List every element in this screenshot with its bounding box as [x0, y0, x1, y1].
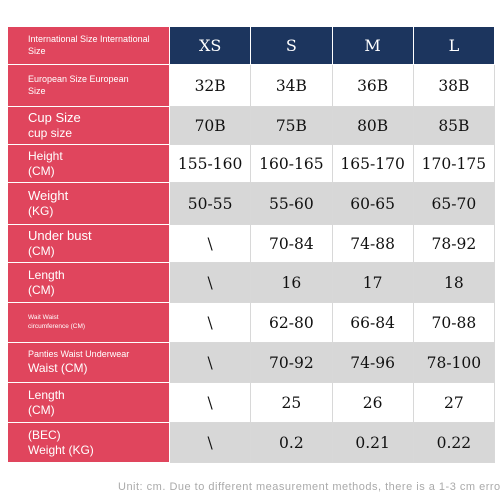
row-label-line1: Cup Size: [28, 109, 81, 125]
footer-note: Unit: cm. Due to different measurement m…: [0, 478, 500, 500]
row-label-cell: Wait Waist circumference (CM): [7, 302, 170, 343]
row-label-cell: Length (CM): [7, 382, 170, 423]
value-cell: 85B: [412, 106, 496, 145]
value-cell: 78-92: [412, 224, 496, 263]
value-cell: \: [168, 342, 252, 383]
row-label-cell: (BEC) Weight (KG): [7, 422, 170, 463]
row-cup-size: Cup Size cup size 70B 75B 80B 85B: [7, 106, 496, 145]
value-cell: 34B: [250, 64, 333, 107]
value-cell: 80B: [331, 106, 414, 145]
value-cell: 70-84: [250, 224, 333, 263]
header-label-line1: International Size International: [28, 34, 150, 45]
value-cell: 75B: [250, 106, 333, 145]
row-label-line2: (CM): [28, 282, 55, 297]
row-label-line2: Size: [28, 85, 46, 96]
row-label-line2: Weight (KG): [28, 442, 94, 457]
value-cell: 0.21: [331, 422, 414, 463]
row-label-line1: Panties Waist Underwear: [28, 349, 130, 360]
row-label-line1: European Size European: [28, 74, 129, 85]
row-label-line1: Height: [28, 148, 63, 163]
value-cell: \: [168, 302, 252, 343]
value-cell: \: [168, 422, 252, 463]
value-cell: 25: [250, 382, 333, 423]
size-header-m: M: [331, 26, 414, 65]
row-under-bust: Under bust (CM) \ 70-84 74-88 78-92: [7, 224, 496, 263]
value-cell: 65-70: [412, 182, 496, 225]
row-weight: Weight (KG) 50-55 55-60 60-65 65-70: [7, 182, 496, 225]
value-cell: 0.22: [412, 422, 496, 463]
value-cell: 60-65: [331, 182, 414, 225]
row-label-line2: (CM): [28, 163, 55, 178]
row-label-line2: cup size: [28, 126, 73, 141]
row-label-cell: Weight (KG): [7, 182, 170, 225]
value-cell: \: [168, 382, 252, 423]
row-label-cell: European Size European Size: [7, 64, 170, 107]
value-cell: 16: [250, 262, 333, 303]
row-height: Height (CM) 155-160 160-165 165-170 170-…: [7, 144, 496, 183]
row-label-cell: Under bust (CM): [7, 224, 170, 263]
row-european-size: European Size European Size 32B 34B 36B …: [7, 64, 496, 107]
value-cell: 32B: [168, 64, 252, 107]
row-label-line1: Wait Waist: [28, 314, 59, 322]
top-margin: [0, 0, 500, 26]
value-cell: 50-55: [168, 182, 252, 225]
value-cell: 27: [412, 382, 496, 423]
value-cell: 170-175: [412, 144, 496, 183]
row-length-top: Length (CM) \ 16 17 18: [7, 262, 496, 303]
size-header-l: L: [412, 26, 496, 65]
value-cell: 66-84: [331, 302, 414, 343]
size-header-s: S: [250, 26, 333, 65]
row-label-line1: Length: [28, 387, 65, 402]
value-cell: 70-88: [412, 302, 496, 343]
value-cell: 74-88: [331, 224, 414, 263]
value-cell: 74-96: [331, 342, 414, 383]
row-label-line2: (CM): [28, 402, 55, 417]
value-cell: \: [168, 224, 252, 263]
row-label-line1: Under bust: [28, 227, 92, 243]
row-label-line1: Length: [28, 267, 65, 282]
value-cell: 78-100: [412, 342, 496, 383]
row-panties-waist: Panties Waist Underwear Waist (CM) \ 70-…: [7, 342, 496, 383]
value-cell: 55-60: [250, 182, 333, 225]
size-chart-table: International Size International Size XS…: [7, 26, 496, 463]
header-label-cell: International Size International Size: [7, 26, 170, 65]
footer-note-text: Unit: cm. Due to different measurement m…: [118, 481, 500, 493]
row-label-line2: circumference (CM): [28, 322, 86, 330]
size-chart: International Size International Size XS…: [7, 26, 496, 463]
row-label-cell: Cup Size cup size: [7, 106, 170, 145]
value-cell: 18: [412, 262, 496, 303]
value-cell: 36B: [331, 64, 414, 107]
value-cell: 62-80: [250, 302, 333, 343]
value-cell: 165-170: [331, 144, 414, 183]
size-header-xs: XS: [168, 26, 252, 65]
row-label-line1: (BEC): [28, 427, 61, 442]
value-cell: 26: [331, 382, 414, 423]
value-cell: 155-160: [168, 144, 252, 183]
value-cell: 0.2: [250, 422, 333, 463]
header-label-line2: Size: [28, 45, 46, 56]
row-label-line2: (CM): [28, 244, 55, 259]
value-cell: 70-92: [250, 342, 333, 383]
row-label-cell: Height (CM): [7, 144, 170, 183]
row-label-line2: (KG): [28, 204, 54, 219]
row-length-bottom: Length (CM) \ 25 26 27: [7, 382, 496, 423]
row-waist-circumference: Wait Waist circumference (CM) \ 62-80 66…: [7, 302, 496, 343]
row-weight-bec: (BEC) Weight (KG) \ 0.2 0.21 0.22: [7, 422, 496, 463]
value-cell: 38B: [412, 64, 496, 107]
value-cell: \: [168, 262, 252, 303]
value-cell: 160-165: [250, 144, 333, 183]
value-cell: 17: [331, 262, 414, 303]
value-cell: 70B: [168, 106, 252, 145]
row-label-line2: Waist (CM): [28, 360, 88, 375]
row-label-cell: Panties Waist Underwear Waist (CM): [7, 342, 170, 383]
row-label-line1: Weight: [28, 187, 69, 203]
row-label-cell: Length (CM): [7, 262, 170, 303]
header-row: International Size International Size XS…: [7, 26, 496, 65]
